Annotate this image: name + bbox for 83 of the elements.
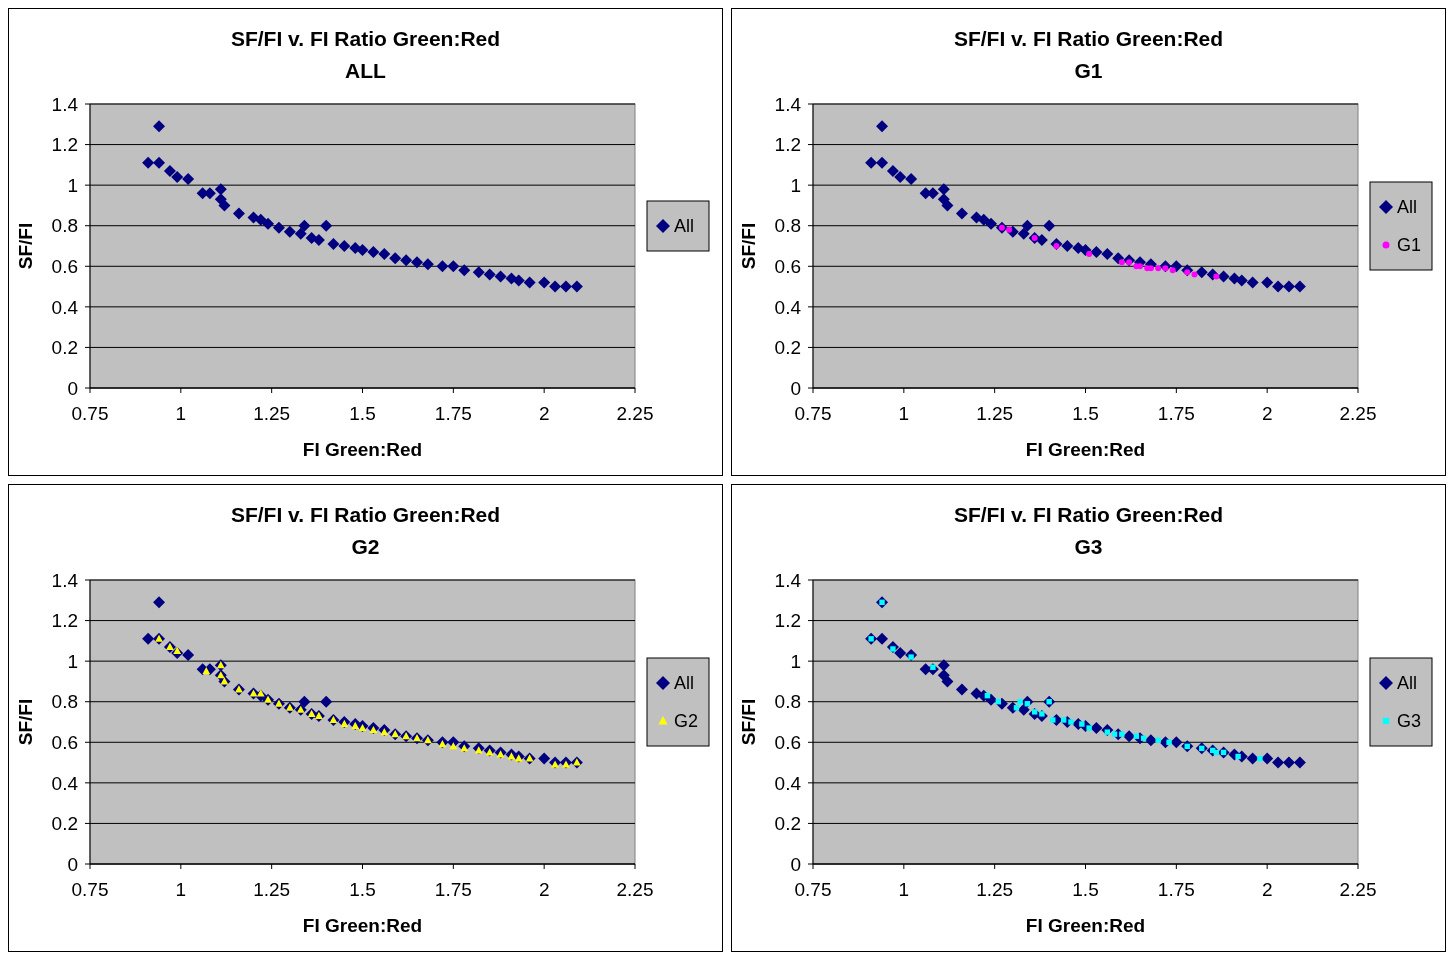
x-tick-label: 1.5 bbox=[1072, 403, 1099, 424]
y-tick-label: 0.8 bbox=[51, 691, 78, 713]
y-tick-label: 1.2 bbox=[51, 610, 78, 632]
x-tick-label: 1.5 bbox=[349, 879, 376, 900]
x-axis-title: FI Green:Red bbox=[302, 915, 423, 936]
y-tick-label: 1 bbox=[790, 174, 801, 196]
y-tick-label: 1 bbox=[67, 174, 78, 196]
y-tick-label: 0.8 bbox=[774, 215, 801, 237]
y-tick-label: 0.6 bbox=[774, 731, 801, 753]
x-tick-label: 2.25 bbox=[1339, 879, 1377, 900]
x-tick-label: 1.75 bbox=[434, 403, 472, 424]
y-tick-label: 1.2 bbox=[774, 134, 801, 156]
x-tick-label: 0.75 bbox=[71, 403, 109, 424]
x-tick-label: 0.75 bbox=[794, 403, 832, 424]
y-tick-label: 0 bbox=[67, 853, 78, 875]
legend-label: G2 bbox=[674, 711, 699, 732]
chart-title: SF/FI v. FI Ratio Green:Red bbox=[230, 503, 501, 526]
x-axis-title: FI Green:Red bbox=[302, 439, 423, 460]
y-tick-label: 1.4 bbox=[51, 569, 79, 591]
x-tick-label: 0.75 bbox=[794, 879, 832, 900]
y-tick-label: 0.2 bbox=[51, 813, 78, 835]
x-tick-label: 1.25 bbox=[253, 403, 291, 424]
x-tick-label: 1.25 bbox=[976, 403, 1014, 424]
y-tick-label: 0.4 bbox=[774, 296, 802, 318]
chart-title: SF/FI v. FI Ratio Green:Red bbox=[953, 27, 1224, 50]
chart-title: SF/FI v. FI Ratio Green:Red bbox=[953, 503, 1224, 526]
x-tick-label: 1 bbox=[898, 879, 910, 900]
y-tick-label: 1.4 bbox=[51, 93, 79, 115]
chart-subtitle: G1 bbox=[1074, 59, 1103, 82]
y-tick-label: 0 bbox=[790, 377, 801, 399]
x-tick-label: 1.75 bbox=[1157, 403, 1195, 424]
y-tick-label: 0 bbox=[790, 853, 801, 875]
y-axis-title: SF/FI bbox=[738, 222, 759, 270]
x-tick-label: 2 bbox=[1261, 403, 1273, 424]
y-tick-label: 1.2 bbox=[51, 134, 78, 156]
legend-label: All bbox=[1397, 673, 1418, 694]
y-tick-label: 0.6 bbox=[51, 255, 78, 277]
y-tick-label: 1 bbox=[790, 650, 801, 672]
y-axis-title: SF/FI bbox=[738, 698, 759, 746]
y-tick-label: 0.4 bbox=[51, 296, 79, 318]
x-axis-title: FI Green:Red bbox=[1025, 439, 1146, 460]
x-tick-label: 1 bbox=[175, 879, 187, 900]
x-tick-label: 1.25 bbox=[976, 879, 1014, 900]
y-tick-label: 0.2 bbox=[51, 337, 78, 359]
x-tick-label: 2 bbox=[1261, 879, 1273, 900]
legend-label: All bbox=[674, 673, 695, 694]
y-tick-label: 0.4 bbox=[774, 772, 802, 794]
x-tick-label: 1 bbox=[175, 403, 187, 424]
x-tick-label: 2 bbox=[538, 879, 550, 900]
x-tick-label: 2.25 bbox=[616, 403, 654, 424]
y-tick-label: 0.6 bbox=[51, 731, 78, 753]
x-tick-label: 2 bbox=[538, 403, 550, 424]
chart-subtitle: G2 bbox=[351, 535, 380, 558]
x-axis-title: FI Green:Red bbox=[1025, 915, 1146, 936]
y-tick-label: 1.2 bbox=[774, 610, 801, 632]
legend-label: G3 bbox=[1397, 711, 1422, 732]
y-tick-label: 0.2 bbox=[774, 337, 801, 359]
x-tick-label: 2.25 bbox=[616, 879, 654, 900]
y-tick-label: 0.8 bbox=[51, 215, 78, 237]
y-tick-label: 0.8 bbox=[774, 691, 801, 713]
chart-subtitle: ALL bbox=[345, 59, 387, 82]
y-tick-label: 1.4 bbox=[774, 93, 802, 115]
x-tick-label: 1.75 bbox=[1157, 879, 1195, 900]
y-tick-label: 0.4 bbox=[51, 772, 79, 794]
x-tick-label: 2.25 bbox=[1339, 403, 1377, 424]
chart-subtitle: G3 bbox=[1074, 535, 1103, 558]
y-tick-label: 1 bbox=[67, 650, 78, 672]
legend-label: G1 bbox=[1397, 235, 1422, 256]
y-tick-label: 0 bbox=[67, 377, 78, 399]
chart-title: SF/FI v. FI Ratio Green:Red bbox=[230, 27, 501, 50]
x-tick-label: 1.5 bbox=[1072, 879, 1099, 900]
x-tick-label: 1.75 bbox=[434, 879, 472, 900]
x-tick-label: 1.25 bbox=[253, 879, 291, 900]
legend-label: All bbox=[1397, 197, 1418, 218]
y-tick-label: 0.6 bbox=[774, 255, 801, 277]
y-tick-label: 1.4 bbox=[774, 569, 802, 591]
y-axis-title: SF/FI bbox=[15, 698, 36, 746]
x-tick-label: 1 bbox=[898, 403, 910, 424]
x-tick-label: 0.75 bbox=[71, 879, 109, 900]
legend-label: All bbox=[674, 216, 695, 237]
y-axis-title: SF/FI bbox=[15, 222, 36, 270]
y-tick-label: 0.2 bbox=[774, 813, 801, 835]
x-tick-label: 1.5 bbox=[349, 403, 376, 424]
